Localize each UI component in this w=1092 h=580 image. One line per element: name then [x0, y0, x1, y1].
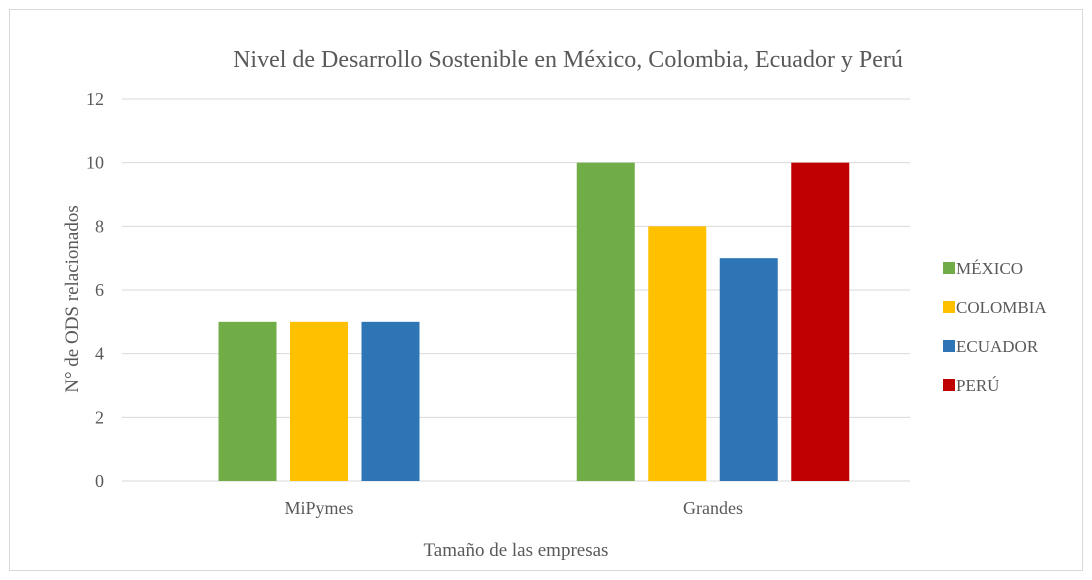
legend-swatch-méxico — [943, 262, 955, 274]
bar-méxico-mipymes — [218, 321, 277, 481]
bar-méxico-grandes — [576, 162, 635, 481]
legend-swatch-colombia — [943, 301, 955, 313]
legend-swatch-perú — [943, 379, 955, 391]
bar-colombia-mipymes — [290, 321, 348, 481]
y-tick-label-4: 4 — [95, 344, 104, 364]
x-axis-ticks: MiPymes Grandes — [284, 498, 743, 518]
bars — [218, 162, 850, 481]
bar-colombia-grandes — [648, 226, 707, 481]
y-tick-label-8: 8 — [95, 216, 104, 236]
bar-ecuador-grandes — [719, 258, 778, 481]
bar-ecuador-mipymes — [361, 321, 420, 481]
y-tick-label-12: 12 — [86, 89, 104, 109]
legend-label-perú: PERÚ — [956, 376, 999, 395]
chart-frame: Nivel de Desarrollo Sostenible en México… — [9, 9, 1083, 571]
bar-perú-grandes — [791, 162, 850, 481]
legend: MÉXICO COLOMBIA ECUADOR PERÚ — [943, 259, 1047, 395]
x-tick-label-grandes: Grandes — [683, 498, 743, 518]
legend-swatch-ecuador — [943, 340, 955, 352]
x-tick-label-mipymes: MiPymes — [284, 498, 353, 518]
legend-label-ecuador: ECUADOR — [956, 337, 1039, 356]
legend-label-méxico: MÉXICO — [956, 259, 1023, 278]
chart-svg: Nivel de Desarrollo Sostenible en México… — [62, 47, 1047, 561]
x-axis-title: Tamaño de las empresas — [424, 540, 609, 561]
y-tick-label-10: 10 — [86, 153, 104, 173]
y-axis-ticks: 0 2 4 6 8 10 12 — [86, 89, 104, 491]
legend-label-colombia: COLOMBIA — [956, 298, 1047, 317]
y-axis-title: N° de ODS relacionados — [62, 205, 83, 393]
y-tick-label-6: 6 — [95, 280, 104, 300]
chart-title: Nivel de Desarrollo Sostenible en México… — [233, 47, 903, 73]
y-tick-label-2: 2 — [95, 407, 104, 427]
y-tick-label-0: 0 — [95, 471, 104, 491]
